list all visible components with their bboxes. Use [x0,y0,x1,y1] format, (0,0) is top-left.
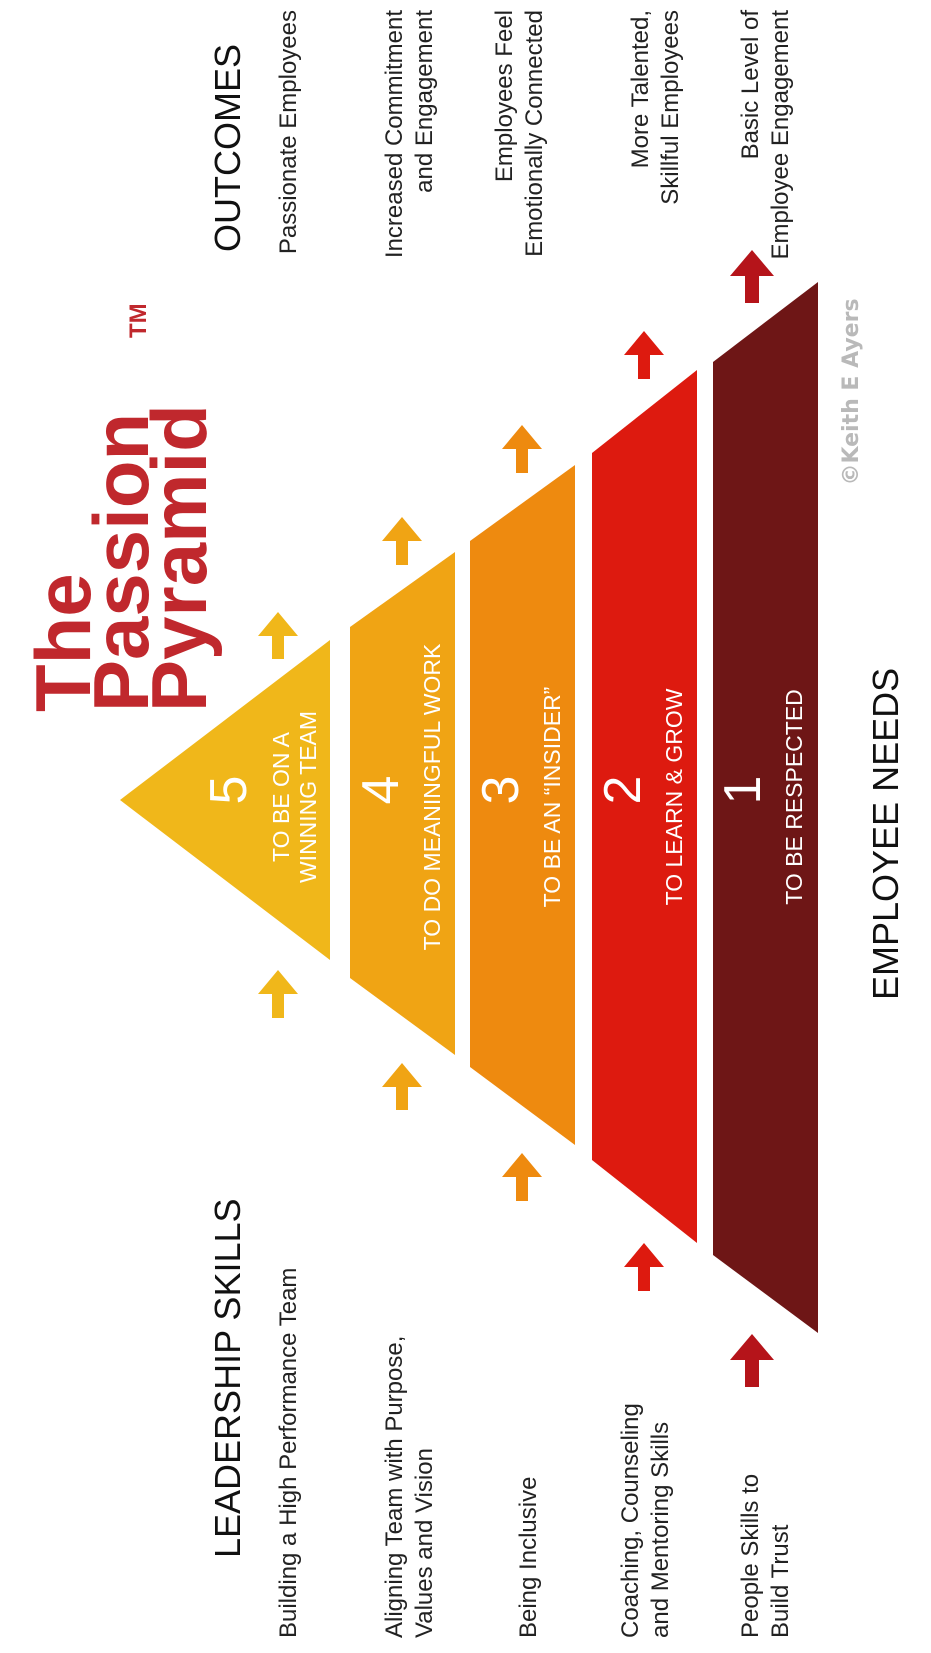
tier-5-shape [120,640,330,960]
tier-1-need: TO BE RESPECTED [781,689,807,905]
up-arrow-icon [730,250,774,303]
tier-3-need: TO BE AN “INSIDER” [539,687,565,908]
skill-4-line-1: Aligning Team with Purpose, [381,1336,408,1638]
tier-5-need-line-1: TO BE ON A [268,731,294,862]
outcome-2-line-2: Skillful Employees [657,10,684,205]
tier-3-shape [470,465,575,1145]
tier-5-number: 5 [200,776,258,805]
up-arrow-icon [258,970,298,1018]
outcome-4-line-2: and Engagement [411,10,438,193]
up-arrow-icon [258,612,298,659]
outcome-2-line-1: More Talented, [627,10,654,168]
title-line-1: The [19,573,107,712]
trademark-mark: TM [125,303,152,338]
tier-1-number: 1 [714,776,772,805]
tier-4-need: TO DO MEANINGFUL WORK [419,643,445,950]
up-arrow-icon [502,1153,542,1201]
leadership-skills-header: LEADERSHIP SKILLS [207,1198,248,1558]
tier-2-shape [592,370,697,1243]
tier-4-number: 4 [352,776,410,805]
outcomes-header: OUTCOMES [207,44,248,252]
tier-2-number: 2 [594,776,652,805]
up-arrow-icon [382,517,422,565]
tier-5-need-line-2: WINNING TEAM [295,711,321,883]
skill-5-line-1: Building a High Performance Team [275,1268,302,1638]
skill-1-line-2: Build Trust [767,1524,794,1638]
skill-1-line-1: People Skills to [737,1474,764,1638]
outcome-1-line-1: Basic Level of [737,10,764,160]
leadership-arrows [258,970,774,1387]
skill-2-line-1: Coaching, Counseling [617,1403,644,1638]
skill-4-line-2: Values and Vision [411,1448,438,1638]
tier-3-number: 3 [472,776,530,805]
up-arrow-icon [382,1063,422,1110]
outcome-3-line-2: Emotionally Connected [521,10,548,257]
outcome-4-line-1: Increased Commitment [381,10,408,258]
title-line-3: Pyramid [135,404,223,712]
skill-3-line-1: Being Inclusive [515,1477,542,1638]
up-arrow-icon [624,331,664,379]
outcome-3-line-1: Employees Feel [491,10,518,182]
outcome-5-line-1: Passionate Employees [275,10,302,254]
employee-needs-header: EMPLOYEE NEEDS [865,668,906,1000]
tier-1-shape [713,282,818,1333]
tier-2-need: TO LEARN & GROW [661,688,687,905]
tier-4-shape [350,552,455,1055]
up-arrow-icon [624,1243,664,1291]
outcome-1-line-2: Employee Engagement [767,10,794,260]
up-arrow-icon [730,1334,774,1387]
copyright-notice: ©Keith E Ayers [839,298,864,485]
pyramid [120,282,818,1333]
skill-2-line-2: and Mentoring Skills [647,1422,674,1638]
title-line-2: Passion [77,413,165,712]
up-arrow-icon [502,425,542,473]
outcome-arrows [258,250,774,659]
diagram-title: The Passion Pyramid TM [19,303,223,712]
